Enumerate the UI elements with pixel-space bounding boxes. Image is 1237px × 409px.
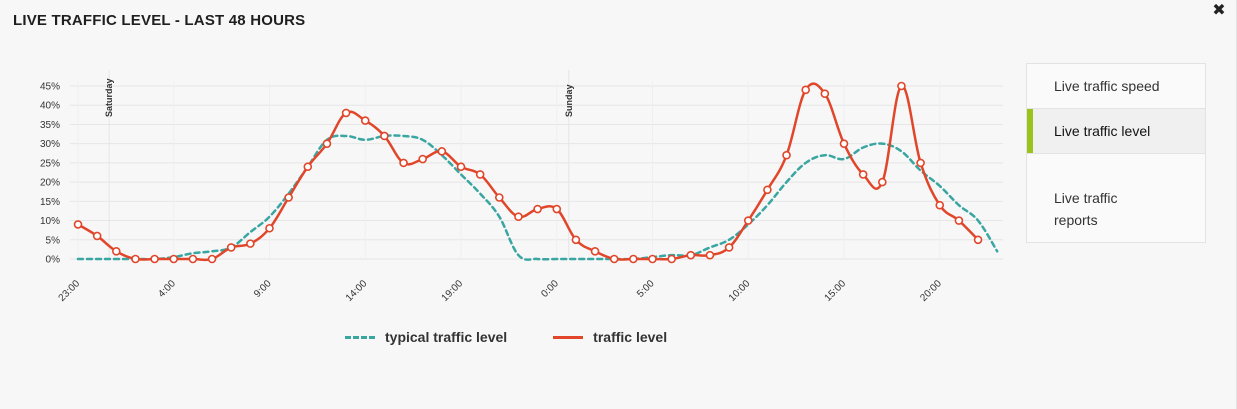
data-point [150, 254, 159, 264]
data-point [590, 247, 600, 256]
menu-item-label: Live traffic level [1054, 123, 1151, 139]
y-tick-label: 30% [40, 139, 60, 150]
data-point [724, 243, 734, 252]
data-point [322, 139, 332, 148]
y-tick-label: 10% [40, 216, 60, 227]
data-point [743, 216, 753, 225]
menu-item-label: Live traffic reports [1054, 190, 1118, 228]
data-point [188, 254, 198, 264]
data-point [437, 147, 447, 156]
data-point [609, 254, 619, 264]
x-tick-label: 4:00 [156, 278, 178, 300]
data-point [169, 254, 179, 264]
data-point [897, 81, 906, 91]
data-point [839, 139, 849, 148]
data-point [954, 216, 964, 225]
close-icon[interactable]: ✖ [1212, 2, 1226, 19]
x-tick-label: 0:00 [539, 278, 561, 300]
menu-item-label: Live traffic speed [1054, 78, 1160, 94]
data-point [877, 177, 887, 187]
data-point [265, 223, 274, 233]
series-line-traffic [76, 82, 980, 262]
data-point [380, 131, 389, 141]
data-point [399, 158, 408, 168]
page-title: LIVE TRAFFIC LEVEL - LAST 48 HOURS [13, 12, 306, 29]
chart-series [73, 81, 999, 264]
y-tick-label: 20% [40, 178, 60, 189]
data-point [782, 150, 791, 160]
traffic-chart: 0% 5% 10% 15% 20% 25% 30% 35% 40% 45% 23:00 4:00 9:… [40, 70, 1003, 304]
series-line-typical [76, 134, 999, 261]
data-point [73, 220, 83, 229]
data-point [456, 162, 466, 172]
data-point [303, 162, 313, 172]
data-point [207, 254, 217, 264]
y-tick-label: 15% [40, 197, 60, 208]
y-tick-label: 45% [40, 82, 60, 93]
data-point [935, 200, 945, 210]
legend-swatch-typical [345, 335, 375, 339]
x-tick-label: 23:00 [57, 278, 83, 304]
data-point [552, 204, 562, 214]
data-point [341, 108, 351, 118]
data-point [246, 239, 255, 248]
data-point [571, 235, 581, 245]
menu-item-live-traffic-reports[interactable]: Live traffic reports [1027, 154, 1205, 242]
legend-swatch-traffic [553, 335, 584, 339]
day-marker-label: Sunday [564, 84, 574, 117]
y-axis-ticks: 0% 5% 10% 15% 20% 25% 30% 35% 40% 45% [40, 82, 60, 266]
data-point [475, 170, 485, 179]
data-point [667, 254, 676, 264]
data-point [92, 231, 102, 241]
legend-item-traffic: traffic level [553, 329, 667, 345]
data-point [629, 254, 638, 264]
y-tick-label: 25% [40, 158, 60, 169]
y-tick-label: 40% [40, 101, 60, 112]
data-point [916, 158, 925, 168]
data-point [418, 154, 428, 164]
data-point [360, 116, 370, 125]
data-point [763, 185, 772, 195]
data-point [801, 85, 811, 95]
data-point [533, 204, 542, 214]
data-point [226, 243, 236, 252]
x-tick-label: 19:00 [440, 278, 466, 304]
menu-item-live-traffic-speed[interactable]: Live traffic speed [1027, 64, 1205, 109]
x-tick-label: 14:00 [344, 278, 370, 304]
chart-area: 0% 5% 10% 15% 20% 25% 30% 35% 40% 45% 23:00 4:00 9:… [0, 50, 1010, 370]
menu-item-live-traffic-level[interactable]: Live traffic level [1027, 109, 1205, 154]
data-point [112, 247, 121, 256]
x-axis-ticks: 23:00 4:00 9:00 14:00 19:00 0:00 5:00 10:00 15:0… [57, 278, 945, 304]
data-point [820, 89, 830, 98]
day-marker-label: Saturday [104, 78, 114, 117]
x-tick-label: 10:00 [727, 278, 753, 304]
data-point [686, 250, 696, 260]
data-point [494, 193, 504, 202]
active-accent [1027, 109, 1033, 153]
day-markers: Saturday Sunday [104, 78, 574, 117]
data-point [131, 254, 140, 264]
y-tick-label: 35% [40, 120, 60, 131]
chart-grid [70, 70, 1003, 260]
data-point [705, 250, 715, 260]
x-tick-label: 9:00 [252, 278, 274, 300]
y-tick-label: 5% [46, 235, 61, 246]
data-point [514, 212, 523, 222]
side-menu: Live traffic speed Live traffic level Li… [1026, 63, 1206, 243]
legend-label-traffic: traffic level [593, 329, 668, 345]
y-tick-label: 0% [46, 255, 61, 266]
data-point [648, 254, 657, 264]
data-point [858, 170, 868, 179]
x-tick-label: 20:00 [918, 278, 944, 304]
data-point [284, 193, 293, 202]
x-tick-label: 5:00 [635, 278, 657, 300]
data-point [973, 235, 983, 245]
legend-item-typical: typical traffic level [345, 329, 507, 345]
chart-legend: typical traffic level traffic level [345, 329, 667, 345]
legend-label-typical: typical traffic level [385, 329, 508, 345]
x-tick-label: 15:00 [823, 278, 849, 304]
